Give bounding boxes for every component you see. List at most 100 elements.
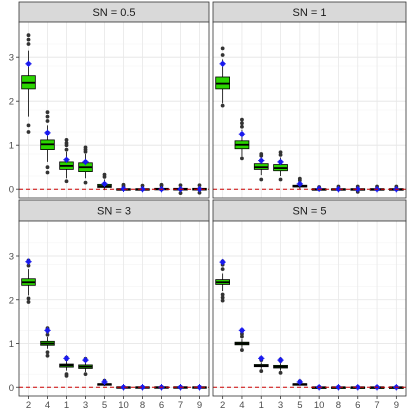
panel-border [18,220,210,397]
outlier-point [26,37,31,42]
mean-point-3 [277,356,284,364]
panel-border [18,21,210,199]
outlier-point [45,170,50,175]
x-tick-label: 5 [102,400,107,411]
outlier-point [45,332,50,337]
mean-point-4 [238,327,246,334]
facet-strip-label: SN = 5 [293,206,327,218]
x-tick-label: 6 [159,400,164,411]
outlier-point [45,110,50,115]
x-tick-label: 9 [197,400,202,411]
y-tick-label: 1 [9,339,14,350]
outlier-point [64,179,69,184]
x-tick-label: 9 [394,400,399,411]
x-tick-label: 8 [336,400,341,411]
mean-point-2 [219,258,226,266]
mean-point-3 [82,158,89,166]
x-tick-label: 7 [178,400,183,411]
mean-point-4 [44,327,51,334]
box-4 [40,110,55,175]
outlier-point [240,334,244,339]
outlier-point [26,263,31,268]
mean-point-3 [82,356,89,364]
outlier-point [259,369,264,373]
outlier-point [83,180,88,185]
outlier-point [240,348,244,352]
x-tick-label: 3 [83,400,88,411]
x-tick-label: 8 [140,400,145,411]
mean-point-2 [25,60,32,67]
outlier-point [83,145,88,150]
x-tick-label: 2 [26,400,31,411]
outlier-point [178,183,183,188]
mean-point-1 [63,355,70,362]
outlier-point [278,370,283,375]
outlier-point [45,350,50,355]
box-2 [21,33,36,134]
facet-strip-label: SN = 3 [97,206,131,218]
mean-point-5 [296,180,304,188]
box-4 [234,117,250,161]
panel-border [212,21,407,199]
outlier-point [26,33,31,38]
outlier-point [121,182,126,187]
outlier-point [178,191,183,196]
facet-panel: SN = 3 0 1 2 3 2 4 1 3 5 10 8 6 7 9 [9,199,210,411]
x-tick-label: 10 [118,400,129,411]
outlier-point [297,176,302,181]
x-tick-label: 4 [45,400,50,411]
outlier-point [64,373,69,378]
outlier-point [26,130,31,134]
mean-point-2 [25,258,32,265]
mean-point-3 [277,158,284,166]
facet-strip-label: SN = 1 [293,7,327,19]
x-tick-label: 1 [64,400,69,411]
mean-point-1 [258,157,265,164]
x-tick-label: 2 [220,400,225,411]
outlier-point [64,138,69,142]
outlier-point [83,372,88,377]
outlier-point [26,123,31,128]
outlier-point [259,177,264,182]
y-tick-label: 1 [9,141,14,152]
outlier-point [220,295,225,300]
outlier-point [278,152,283,157]
outlier-point [159,182,164,187]
outlier-point [240,117,244,122]
y-tick-label: 3 [9,53,14,64]
outlier-point [220,46,225,51]
outlier-point [45,165,50,170]
x-tick-label: 4 [239,400,244,411]
outlier-point [140,183,145,188]
mean-point-1 [258,355,265,362]
outlier-point [45,119,50,123]
outlier-point [64,147,69,152]
outlier-point [197,190,202,195]
facet-panel: SN = 5 2 4 1 3 5 10 8 6 7 9 [212,199,407,411]
mean-point-2 [219,60,226,67]
mean-point-5 [101,378,108,386]
x-tick-label: 7 [374,400,379,411]
mean-point-4 [238,131,246,138]
outlier-point [220,103,225,108]
outlier-point [102,172,107,177]
x-tick-label: 6 [355,400,360,411]
outlier-point [240,124,244,129]
facet-panel: SN = 1 [212,1,407,199]
outlier-point [26,296,31,301]
outlier-point [240,156,244,161]
y-tick-label: 3 [9,252,14,263]
x-tick-label: 10 [314,400,325,411]
mean-point-9 [196,384,203,391]
outlier-point [26,300,31,304]
y-tick-label: 2 [9,97,14,108]
outlier-point [45,353,50,358]
mean-point-5 [296,378,304,386]
y-tick-label: 2 [9,295,14,306]
outlier-point [278,177,283,182]
outlier-point [220,53,225,57]
outlier-point [64,141,69,145]
x-tick-label: 5 [297,400,302,411]
x-tick-label: 3 [278,400,283,411]
